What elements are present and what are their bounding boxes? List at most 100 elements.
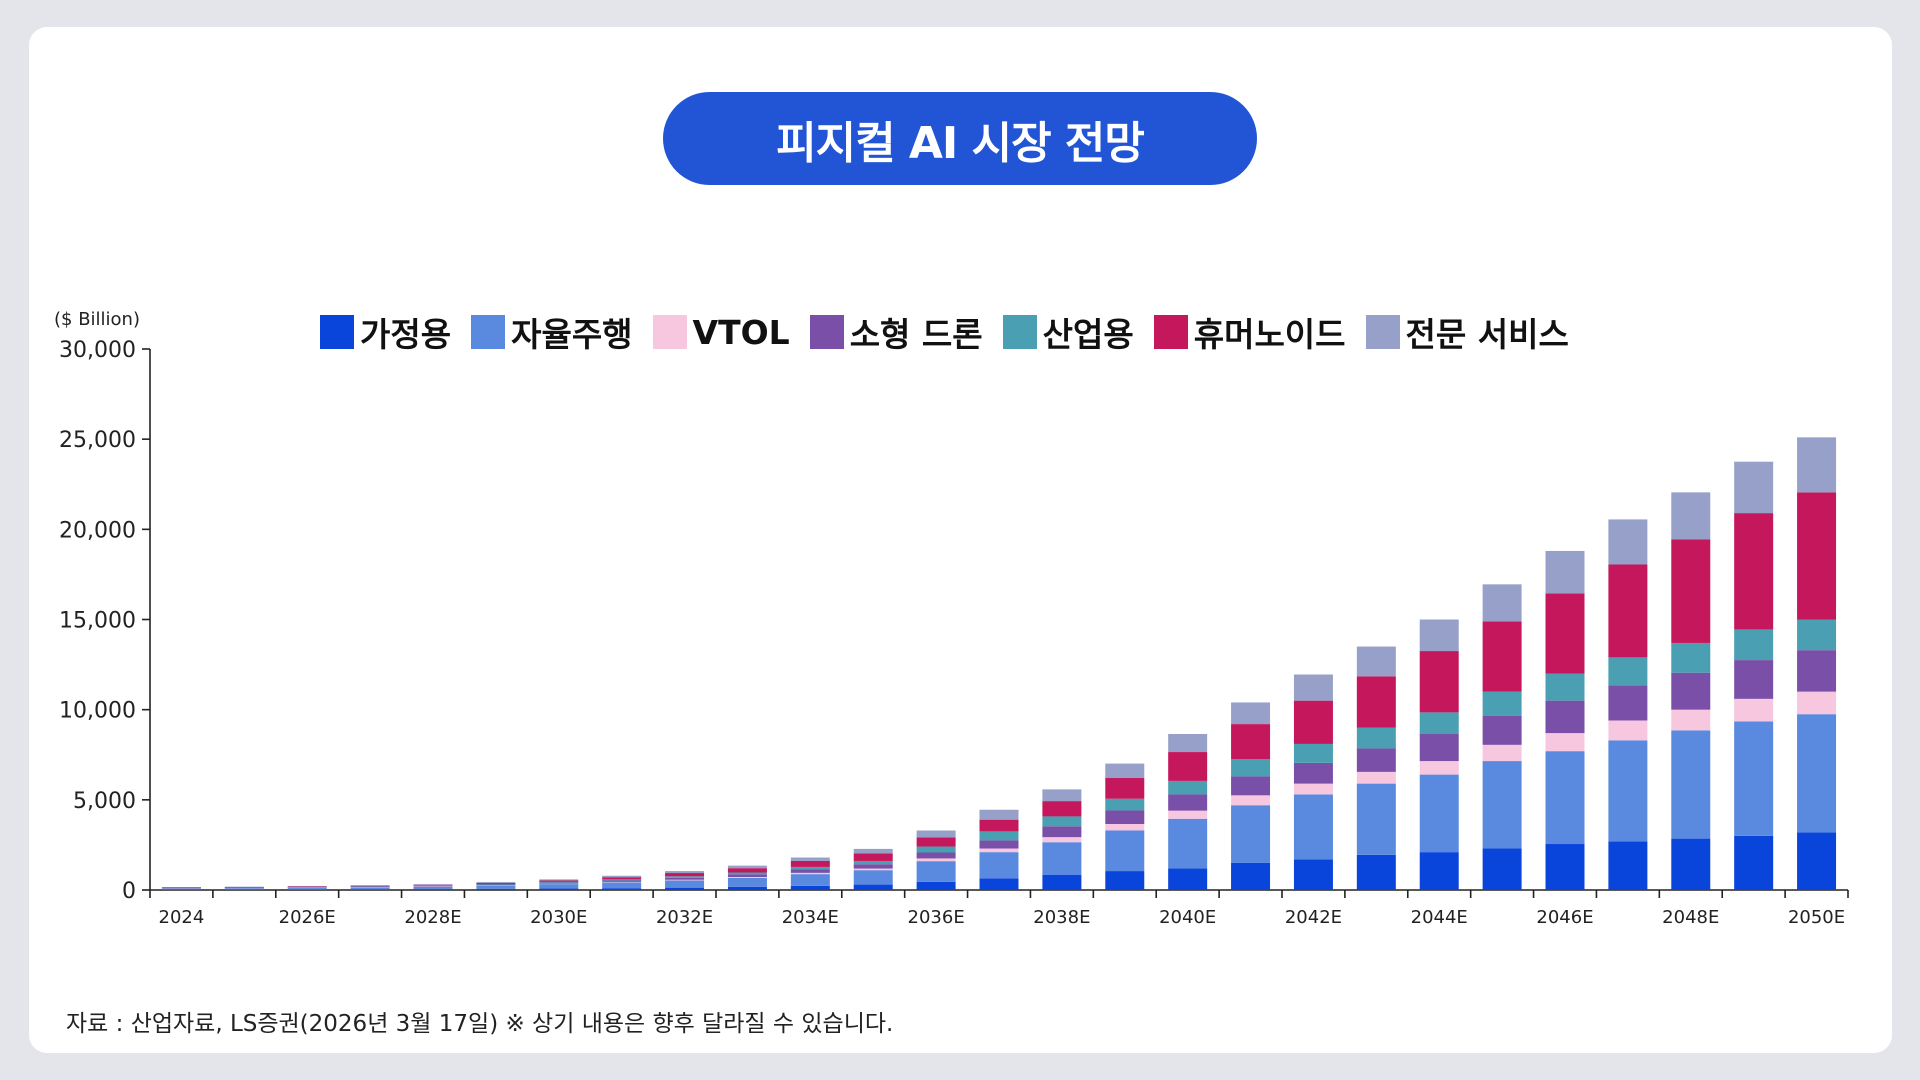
bar-stack <box>161 887 201 890</box>
bar-segment <box>1042 826 1082 838</box>
bar-segment <box>287 887 327 888</box>
bar-segment <box>1356 727 1396 749</box>
bar-segment <box>287 887 327 890</box>
bar-segment <box>1168 818 1208 869</box>
bar-stack <box>1734 461 1774 890</box>
bar-segment <box>1482 848 1522 890</box>
bar-segment <box>665 876 705 878</box>
bar-segment <box>1042 837 1082 843</box>
bar-segment <box>1482 744 1522 762</box>
bar-segment <box>916 881 956 890</box>
bar-segment <box>1797 619 1837 651</box>
y-tick-label: 0 <box>122 879 136 904</box>
bar-segment <box>1042 816 1082 827</box>
bar-segment <box>1608 740 1648 842</box>
bar-segment <box>1168 734 1208 753</box>
bar-segment <box>1293 794 1333 860</box>
bar-segment <box>161 888 201 889</box>
bar-segment <box>665 879 705 881</box>
bar-segment <box>1734 513 1774 630</box>
legend-swatch <box>1365 315 1400 349</box>
bar-stack <box>224 886 264 890</box>
bar-segment <box>1231 724 1271 760</box>
bar-segment <box>853 870 893 885</box>
bar-segment <box>1545 751 1585 845</box>
x-tick-label: 2032E <box>656 907 713 928</box>
x-tick-label: 2040E <box>1159 907 1216 928</box>
bar-segment <box>161 887 201 888</box>
bar-segment <box>979 809 1019 820</box>
bar-segment <box>1608 720 1648 741</box>
bar-stack <box>539 879 579 890</box>
bar-segment <box>1419 712 1459 735</box>
bar-segment <box>1608 564 1648 658</box>
bar-segment <box>727 872 767 875</box>
bar-stack <box>727 865 767 890</box>
bar-segment <box>1797 650 1837 692</box>
bar-segment <box>1734 660 1774 699</box>
bar-segment <box>602 881 642 883</box>
bar-segment <box>1419 651 1459 713</box>
bar-segment <box>1105 778 1145 799</box>
y-tick-label: 15,000 <box>59 609 136 634</box>
bar-segment <box>1797 492 1837 620</box>
x-tick-label: 2042E <box>1285 907 1342 928</box>
bar-stack <box>1231 702 1271 890</box>
y-axis: 0 5,000 10,000 15,000 20,000 25,000 30,000 <box>59 338 151 904</box>
legend-swatch <box>1153 315 1188 349</box>
bar-segment <box>979 848 1019 853</box>
bar-segment <box>224 887 264 889</box>
bar-segment <box>350 887 390 890</box>
legend-label: 휴머노이드 <box>1193 315 1346 354</box>
bar-segment <box>853 864 893 869</box>
bar-segment <box>916 861 956 882</box>
bar-segment <box>1671 492 1711 540</box>
bar-segment <box>602 877 642 880</box>
bar-stack <box>1168 734 1208 890</box>
bar-segment <box>1293 700 1333 744</box>
x-tick-label: 2048E <box>1662 907 1719 928</box>
bar-segment <box>853 868 893 871</box>
y-tick-label: 25,000 <box>59 428 136 453</box>
y-tick-label: 20,000 <box>59 518 136 543</box>
bar-stack <box>853 848 893 890</box>
bar-segment <box>790 866 830 870</box>
bar-segment <box>1419 761 1459 775</box>
bar-segment <box>790 869 830 873</box>
bar-segment <box>287 886 327 888</box>
legend-label: 소형 드론 <box>849 315 983 354</box>
bar-segment <box>1105 823 1145 831</box>
bar-segment <box>1105 810 1145 824</box>
bar-segment <box>1608 685 1648 721</box>
bar-segment <box>1293 762 1333 784</box>
bar-segment <box>224 886 264 888</box>
bar-segment <box>350 886 390 887</box>
bar-segment <box>1293 783 1333 795</box>
bar-segment <box>1671 709 1711 731</box>
bar-segment <box>287 886 327 887</box>
bar-stack <box>1356 646 1396 890</box>
legend-item-professional-service: 전문 서비스 <box>1365 308 1569 356</box>
bar-segment <box>350 885 390 886</box>
bar-segment <box>413 884 453 885</box>
bar-segment <box>1797 437 1837 493</box>
bar-segment <box>1482 691 1522 716</box>
bar-segment <box>727 886 767 890</box>
bar-segment <box>1356 783 1396 855</box>
bar-segment <box>1545 700 1585 734</box>
bar-stack <box>1482 584 1522 890</box>
x-tick-label: 2046E <box>1536 907 1593 928</box>
bar-segment <box>790 874 830 886</box>
legend-item-small-drone: 소형 드론 <box>809 308 983 356</box>
bar-segment <box>1734 461 1774 514</box>
bar-segment <box>1042 801 1082 817</box>
x-axis: 2024 2026E 2028E 2030E 2032E 2034E 2036E 2038E 2… <box>149 889 1849 928</box>
bar-segment <box>413 886 453 887</box>
bar-segment <box>1105 830 1145 872</box>
bar-segment <box>539 888 579 890</box>
bar-stack <box>350 885 390 890</box>
bar-segment <box>1419 619 1459 652</box>
bar-segment <box>1042 842 1082 875</box>
bar-stack <box>1042 789 1082 890</box>
chart-title: 피지컬 AI 시장 전망 <box>663 92 1257 185</box>
